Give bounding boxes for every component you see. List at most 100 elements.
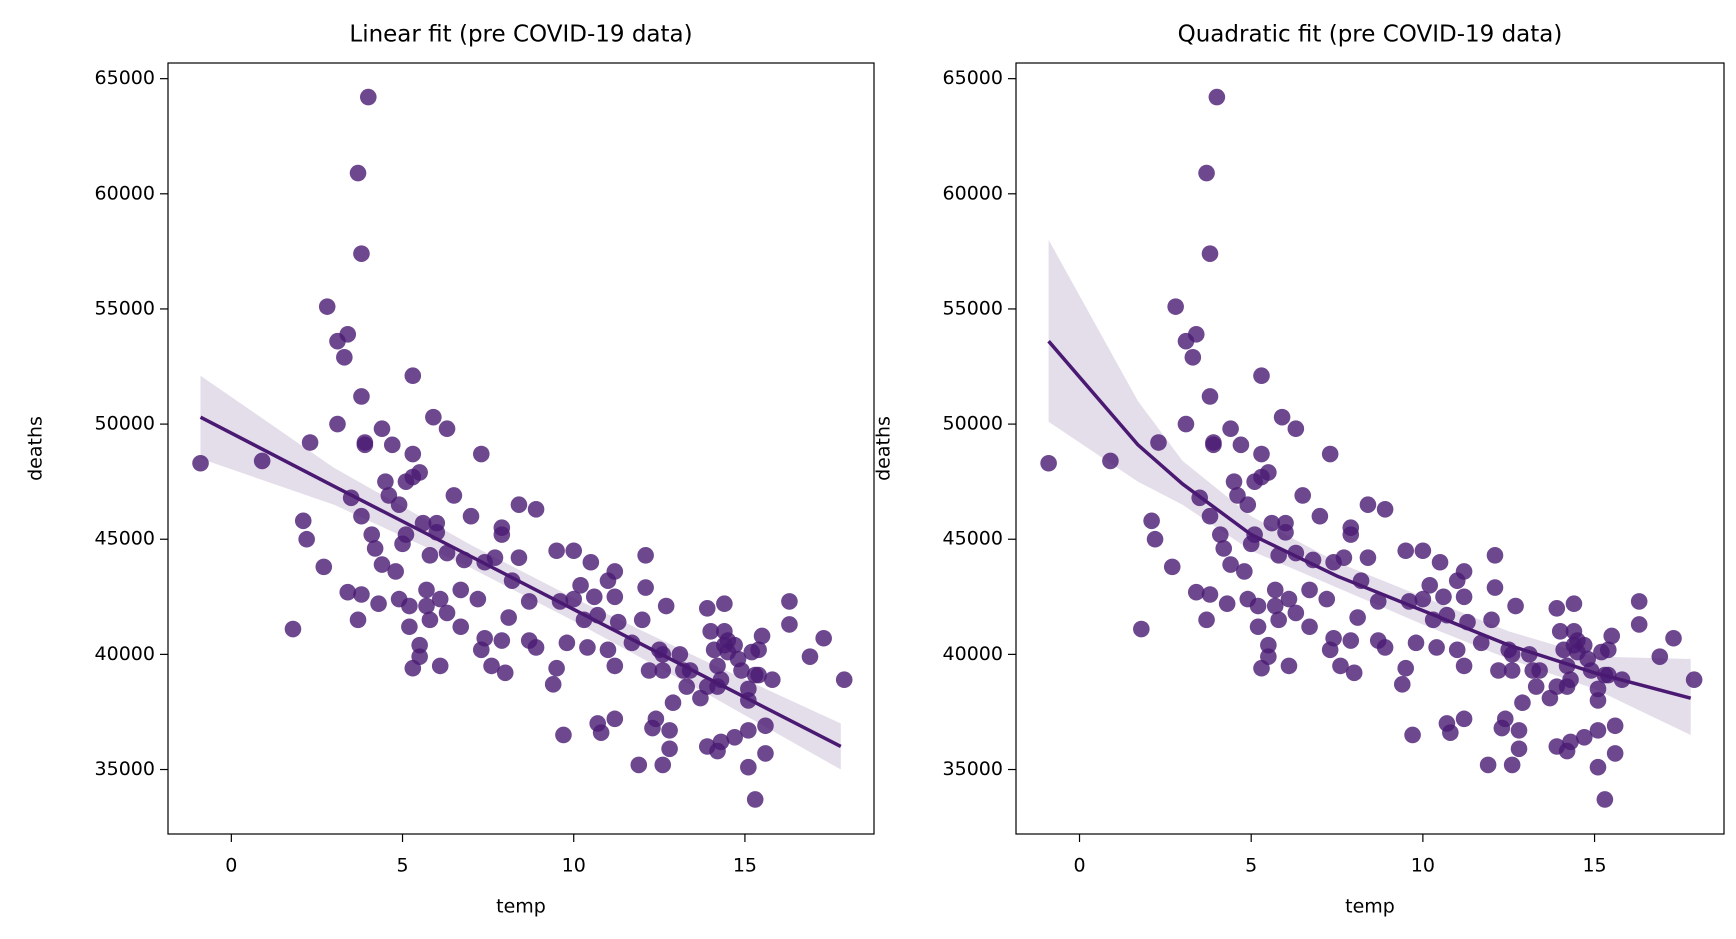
data-point	[353, 507, 370, 525]
data-point	[404, 367, 422, 385]
data-point	[1102, 452, 1119, 470]
data-point	[192, 454, 209, 472]
data-point	[1239, 496, 1257, 513]
data-point	[1414, 542, 1432, 560]
y-axis-label: deaths	[25, 416, 47, 481]
data-point	[1630, 616, 1648, 633]
data-point	[1280, 590, 1298, 608]
data-point	[633, 611, 651, 629]
data-point	[1575, 636, 1593, 654]
chart-title: Linear fit (pre COVID-19 data)	[349, 22, 692, 48]
data-point	[462, 507, 480, 525]
data-point	[1342, 632, 1360, 649]
fit-line	[1047, 340, 1692, 700]
data-point	[425, 408, 442, 426]
data-point	[469, 590, 487, 608]
data-point	[1211, 526, 1229, 543]
data-point	[698, 600, 716, 617]
y-tick-label: 55000	[95, 297, 155, 319]
data-point	[353, 388, 370, 405]
data-point	[339, 583, 357, 601]
data-point	[421, 547, 439, 564]
data-point	[383, 436, 401, 454]
data-point	[757, 717, 774, 735]
data-point	[1218, 595, 1236, 613]
data-point	[1222, 556, 1239, 573]
x-tick-label: 15	[1582, 855, 1606, 877]
data-point	[1448, 641, 1466, 659]
data-point	[1503, 756, 1521, 774]
data-point	[1414, 590, 1432, 608]
data-point	[781, 616, 798, 633]
data-point	[726, 728, 743, 746]
data-point	[558, 634, 576, 652]
data-point	[726, 636, 743, 654]
data-point	[1589, 680, 1607, 698]
data-point	[740, 758, 757, 776]
data-point	[373, 556, 391, 573]
data-point	[510, 549, 528, 566]
data-point	[390, 496, 408, 513]
y-tick-label: 40000	[943, 643, 1003, 665]
data-point	[1201, 388, 1219, 405]
data-point	[592, 724, 610, 741]
data-point	[1342, 526, 1360, 543]
data-point	[438, 420, 456, 437]
data-point	[565, 590, 583, 608]
data-point	[1435, 588, 1452, 606]
data-point	[336, 349, 353, 366]
data-point	[418, 581, 435, 599]
data-point	[520, 593, 538, 610]
data-point	[740, 680, 757, 698]
data-point	[401, 618, 418, 636]
data-point	[1201, 245, 1219, 262]
data-point	[637, 579, 654, 596]
data-point	[585, 588, 603, 606]
y-tick-label: 55000	[943, 297, 1003, 319]
data-point	[1431, 553, 1449, 571]
data-point	[421, 611, 439, 629]
data-point	[1249, 597, 1267, 615]
data-point	[1266, 581, 1284, 599]
data-point	[1514, 694, 1531, 712]
y-tick-label: 50000	[943, 413, 1003, 435]
y-tick-label: 65000	[95, 67, 155, 89]
data-point	[1369, 593, 1387, 610]
data-point	[493, 526, 511, 543]
data-point	[1455, 657, 1473, 675]
data-point	[1253, 445, 1270, 463]
data-point	[349, 164, 367, 182]
data-point	[527, 500, 545, 518]
data-point	[1503, 662, 1521, 679]
data-point	[349, 611, 367, 629]
axes-frame	[1015, 62, 1725, 835]
data-point	[370, 595, 387, 613]
data-point	[647, 710, 665, 728]
data-point	[1565, 595, 1583, 613]
data-point	[1277, 524, 1294, 541]
data-point	[1589, 692, 1607, 709]
data-point	[1527, 678, 1545, 695]
x-tick-label: 10	[1411, 855, 1435, 877]
data-point	[555, 726, 572, 744]
data-point	[452, 618, 470, 636]
data-point	[582, 553, 600, 571]
data-point	[353, 245, 370, 262]
data-point	[1472, 634, 1490, 652]
data-point	[1589, 722, 1607, 739]
y-tick-label: 35000	[943, 758, 1003, 780]
data-point	[654, 756, 672, 774]
data-point	[366, 540, 384, 557]
y-tick-label: 45000	[943, 528, 1003, 550]
data-point	[740, 722, 757, 739]
plot-area	[1040, 88, 1703, 808]
data-point	[1311, 507, 1329, 525]
data-point	[1575, 728, 1593, 746]
data-point	[835, 671, 853, 689]
data-point	[1143, 512, 1160, 530]
data-point	[411, 636, 428, 654]
data-point	[1548, 600, 1566, 617]
data-point	[1562, 671, 1579, 689]
data-point	[1479, 756, 1497, 774]
data-point	[1150, 434, 1167, 451]
